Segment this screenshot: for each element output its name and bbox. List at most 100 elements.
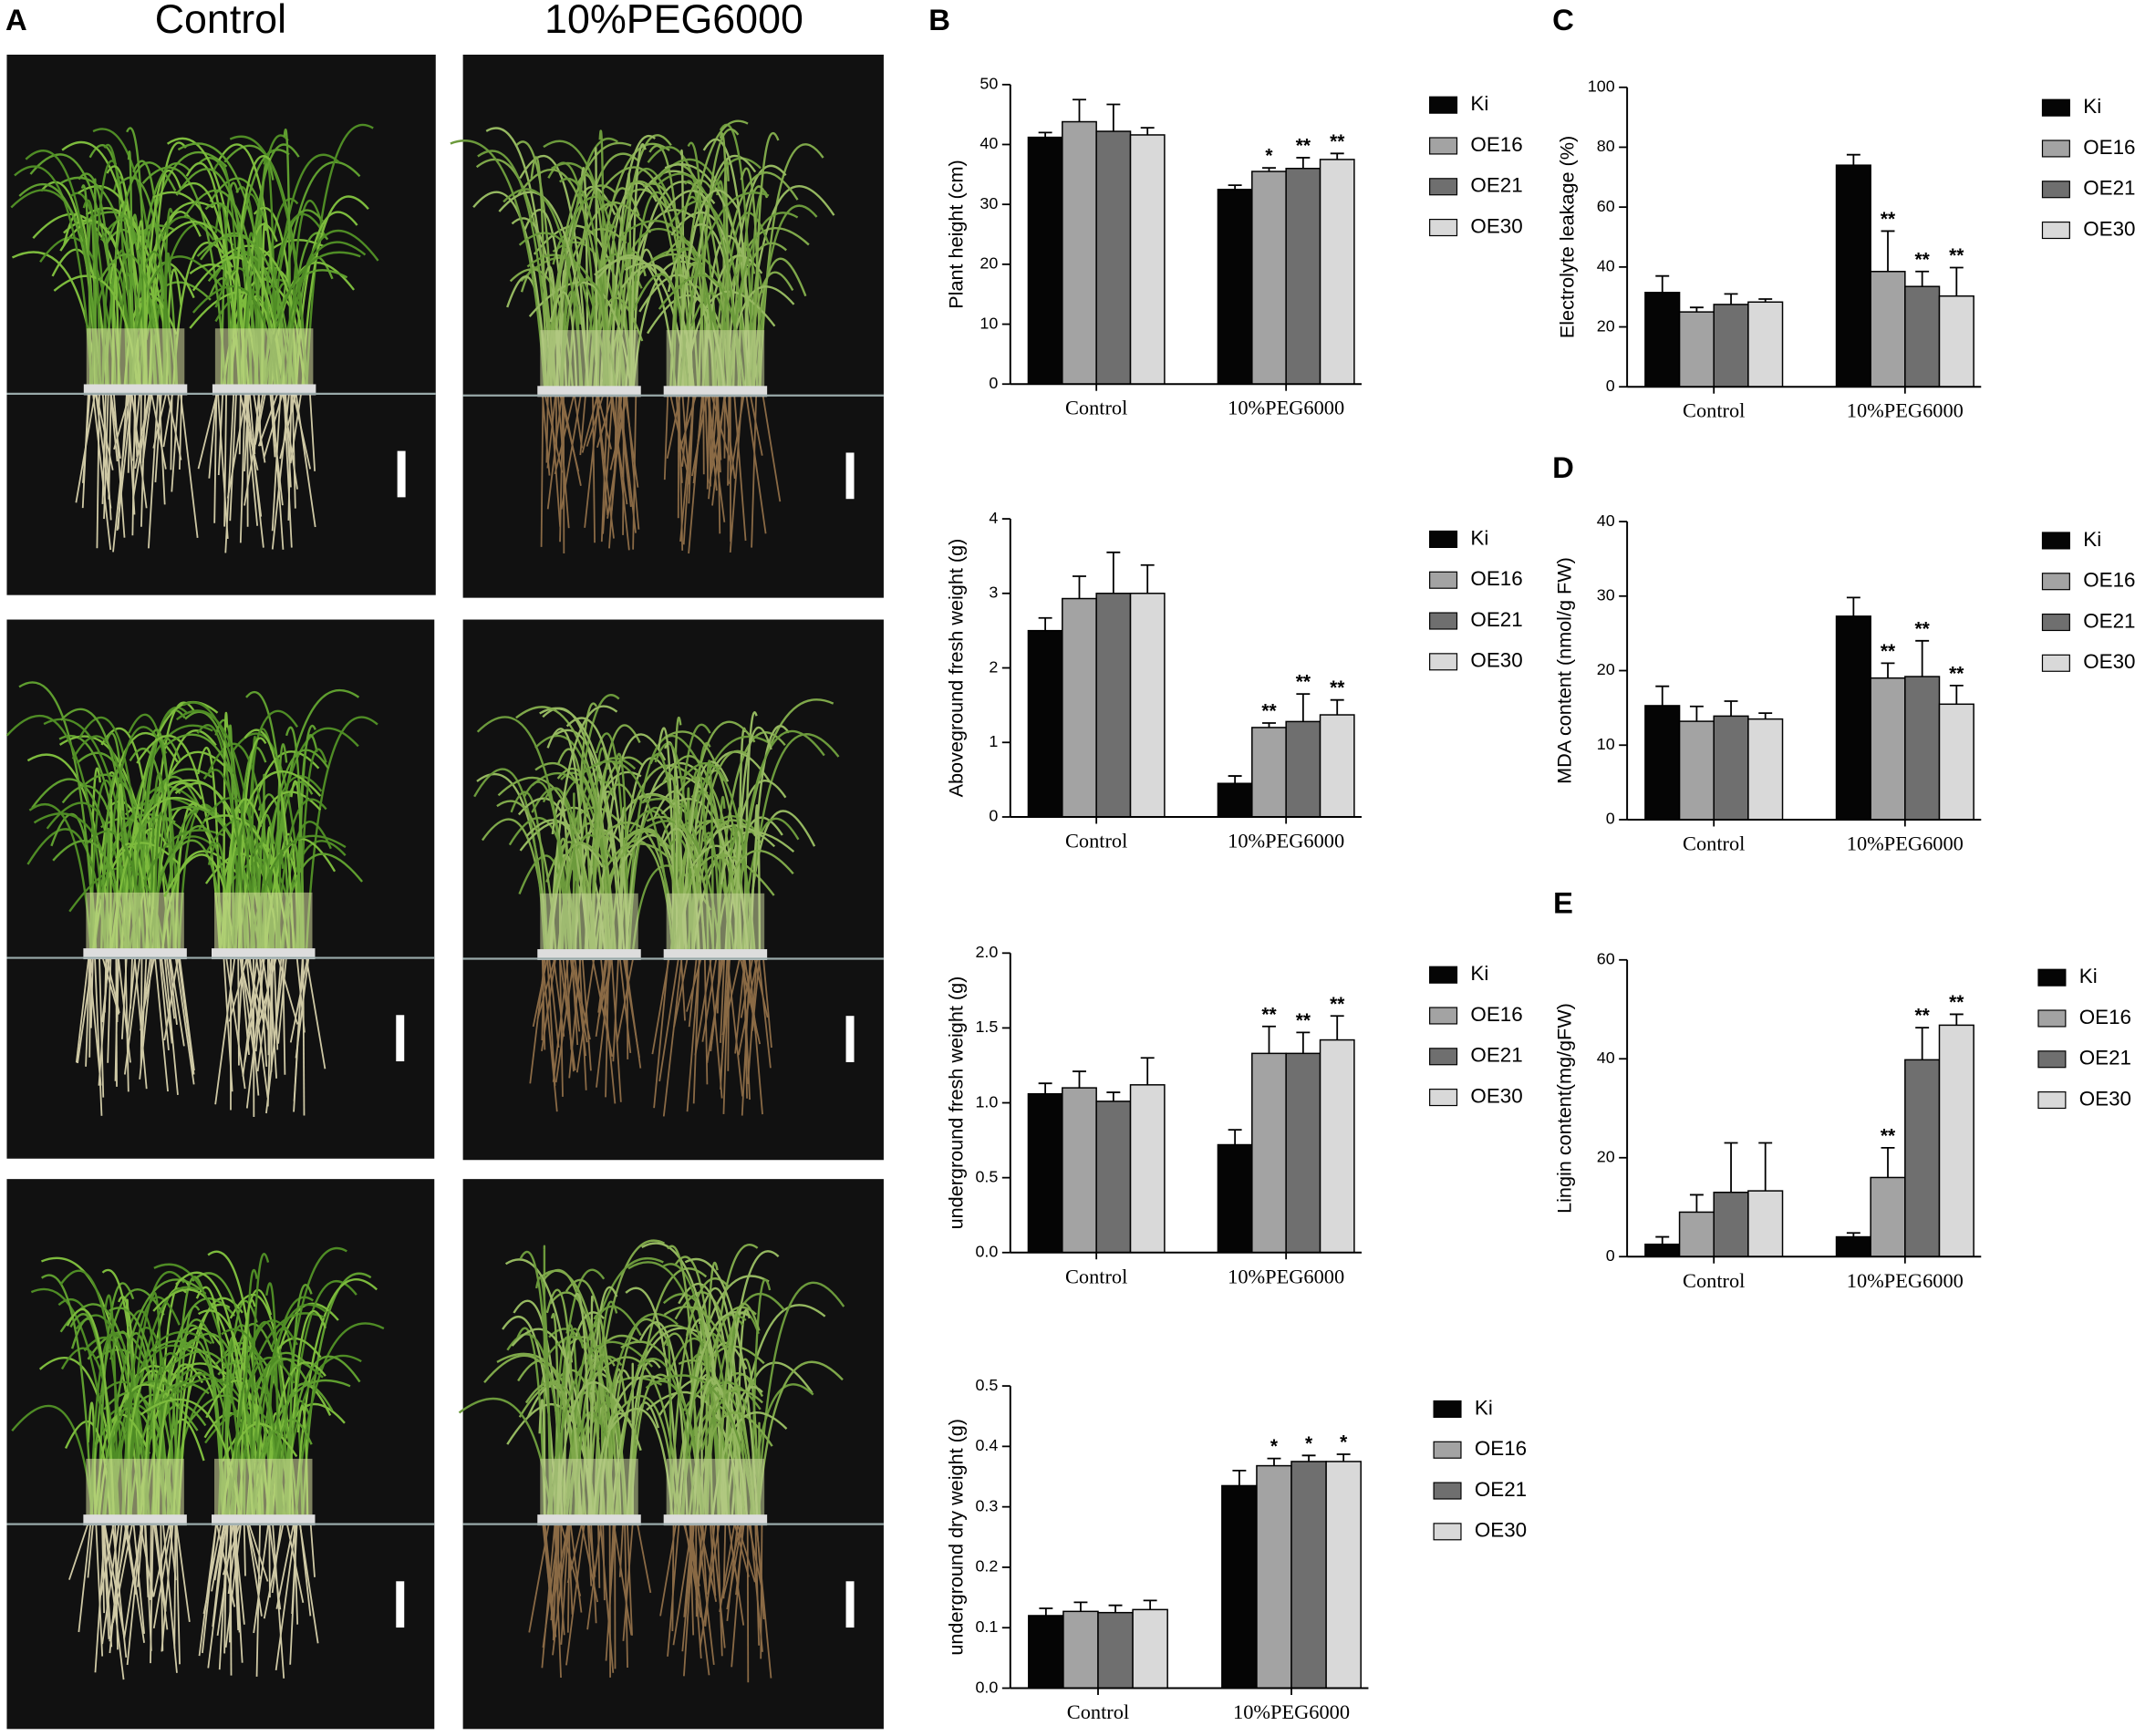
leaf [576, 173, 611, 392]
root [229, 1520, 233, 1643]
root [727, 391, 731, 486]
leaf [66, 1307, 116, 1521]
leaf [726, 164, 787, 392]
x-tick-label: 10%PEG6000 [1233, 1700, 1350, 1723]
root [75, 389, 97, 503]
root [611, 391, 630, 551]
x-tick-label: Control [1065, 397, 1127, 419]
root [597, 954, 607, 1013]
leaf [184, 710, 250, 955]
error-bar [1140, 1057, 1155, 1085]
root [152, 1519, 169, 1630]
error-bar [1758, 1142, 1773, 1192]
legend-swatch [2037, 1050, 2067, 1069]
legend-label: Ki [1470, 962, 1488, 985]
error-bar [1758, 712, 1773, 719]
leaf [630, 143, 647, 392]
y-axis-title: underground fresh weight (g) [944, 976, 967, 1230]
bar [1644, 705, 1681, 821]
root [586, 391, 606, 447]
root [540, 391, 544, 547]
root [688, 391, 695, 504]
error-bar [1330, 1015, 1344, 1040]
leaf [127, 150, 134, 390]
root [213, 1519, 226, 1581]
error-bar [1106, 551, 1121, 594]
x-tick-label: Control [1683, 399, 1745, 422]
root [162, 389, 174, 448]
leaf [5, 715, 108, 955]
root [94, 389, 114, 470]
stem-base [540, 330, 638, 392]
root [760, 1520, 763, 1659]
root [160, 953, 173, 1044]
leaf [229, 135, 308, 390]
root [597, 1520, 601, 1588]
root [77, 953, 95, 1064]
significance: * [1265, 146, 1273, 167]
y-tick-label: 80 [1597, 137, 1615, 155]
legend-swatch [1429, 653, 1458, 671]
root [560, 391, 582, 487]
legend-label: OE30 [2083, 217, 2135, 240]
significance: ** [1915, 618, 1931, 639]
significance: ** [1330, 131, 1345, 152]
root [103, 1520, 125, 1680]
y-tick-label: 2.0 [975, 943, 998, 961]
bar [1097, 1611, 1134, 1690]
root [100, 953, 120, 1015]
stem-base [666, 1458, 765, 1521]
root [130, 389, 148, 509]
root [710, 1520, 726, 1648]
root [610, 954, 622, 1102]
y-tick-label: 0 [1606, 377, 1615, 395]
root [239, 953, 256, 1060]
error-bar [1301, 1454, 1316, 1462]
error-bar [1262, 167, 1276, 172]
y-tick-label: 3 [989, 584, 998, 602]
x-tick-label: Control [1683, 832, 1745, 855]
root [243, 1520, 246, 1576]
y-tick-label: 0.0 [975, 1243, 998, 1261]
error-bar [1655, 274, 1670, 293]
leaf [207, 1250, 264, 1521]
bar [1290, 1461, 1327, 1690]
root [692, 391, 705, 484]
root [686, 954, 701, 1112]
significance: ** [1949, 992, 1964, 1013]
error-bar [1296, 1031, 1311, 1054]
root [216, 389, 229, 539]
leaf [545, 1288, 578, 1521]
root [224, 1520, 243, 1648]
leaf [306, 123, 374, 390]
root [91, 389, 112, 551]
root [574, 954, 587, 1057]
root [560, 1520, 563, 1599]
panel-label: C [1552, 3, 1574, 36]
root [101, 1520, 106, 1614]
root [567, 1520, 574, 1615]
root [679, 954, 686, 1021]
leaf [627, 1267, 708, 1521]
root [726, 1520, 740, 1621]
leaf [40, 1274, 93, 1521]
root [166, 389, 182, 460]
error-bar [1915, 1027, 1930, 1060]
root [662, 954, 683, 1117]
bar [1285, 1052, 1321, 1254]
y-axis-title: MDA content (nmol/g FW) [1553, 557, 1576, 784]
root [163, 954, 179, 1095]
root [257, 389, 280, 447]
error-bar [1106, 1091, 1121, 1101]
root [123, 1519, 137, 1595]
root [622, 1520, 634, 1641]
error-bar [1949, 266, 1964, 296]
root [546, 391, 564, 510]
root [282, 954, 286, 1075]
root [271, 1520, 285, 1679]
bar [1285, 168, 1321, 385]
legend-swatch [2041, 573, 2070, 591]
root [751, 391, 758, 548]
leaf [614, 134, 672, 392]
legend-label: Ki [2083, 95, 2101, 118]
